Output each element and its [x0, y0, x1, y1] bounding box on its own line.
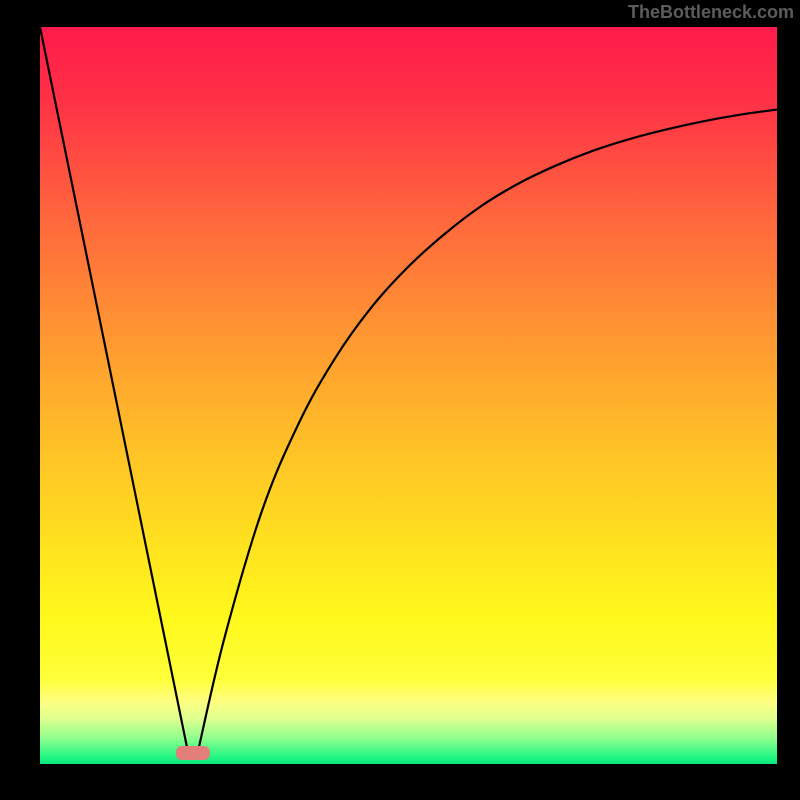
plot-background-gradient: [40, 27, 777, 764]
chart-svg: [0, 0, 800, 800]
watermark-text: TheBottleneck.com: [628, 2, 794, 23]
minimum-marker: [176, 746, 210, 760]
bottleneck-chart: TheBottleneck.com: [0, 0, 800, 800]
